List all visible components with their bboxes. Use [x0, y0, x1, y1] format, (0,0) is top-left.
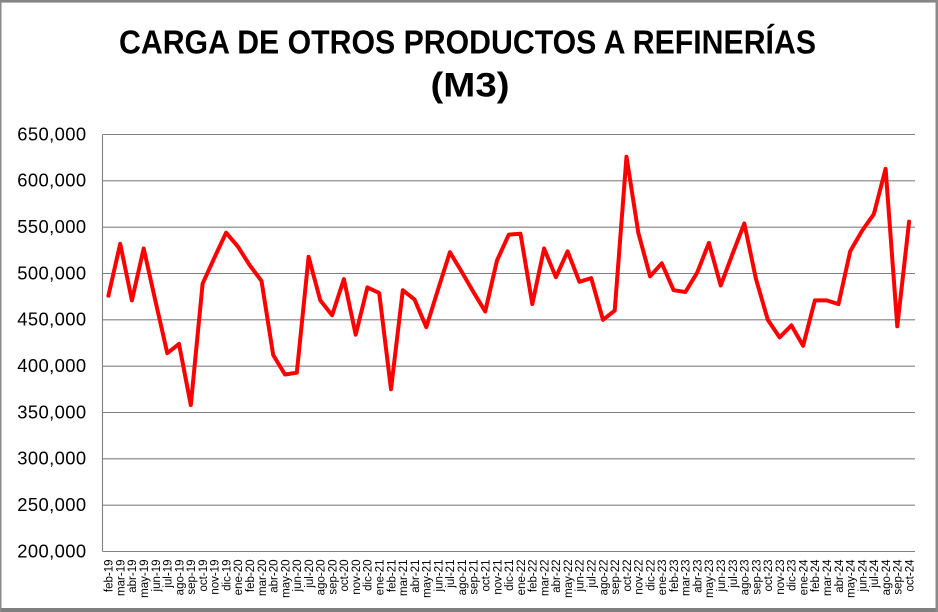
svg-text:ago-21: ago-21	[457, 560, 469, 596]
svg-text:CARGA DE OTROS PRODUCTOS A REF: CARGA DE OTROS PRODUCTOS A REFINERÍAS	[119, 24, 816, 61]
svg-text:jun-21: jun-21	[433, 560, 445, 593]
svg-text:feb-24: feb-24	[810, 559, 822, 592]
svg-text:may-20: may-20	[280, 560, 292, 598]
svg-text:jun-23: jun-23	[716, 560, 728, 593]
svg-text:sep-19: sep-19	[186, 560, 198, 595]
svg-text:nov-21: nov-21	[492, 560, 504, 595]
svg-text:sep-22: sep-22	[610, 560, 622, 595]
svg-text:(M3): (M3)	[431, 67, 510, 105]
svg-text:ene-24: ene-24	[798, 559, 810, 595]
svg-text:abr-24: abr-24	[834, 559, 846, 593]
svg-text:may-22: may-22	[563, 560, 575, 598]
svg-text:mar-21: mar-21	[398, 560, 410, 596]
svg-text:dic-22: dic-22	[645, 560, 657, 591]
svg-text:200,000: 200,000	[17, 540, 86, 561]
svg-text:oct-19: oct-19	[198, 560, 210, 592]
svg-text:dic-21: dic-21	[504, 560, 516, 591]
svg-text:ago-23: ago-23	[740, 560, 752, 596]
svg-text:oct-22: oct-22	[622, 560, 634, 592]
svg-text:ene-21: ene-21	[375, 560, 387, 596]
svg-text:250,000: 250,000	[17, 494, 86, 515]
svg-text:nov-22: nov-22	[634, 560, 646, 595]
svg-text:jul-22: jul-22	[587, 560, 599, 589]
svg-text:mar-19: mar-19	[116, 560, 128, 596]
svg-text:ago-19: ago-19	[174, 560, 186, 596]
svg-text:ene-20: ene-20	[233, 560, 245, 596]
svg-text:oct-23: oct-23	[763, 560, 775, 592]
svg-text:sep-23: sep-23	[751, 560, 763, 595]
svg-text:450,000: 450,000	[17, 309, 86, 330]
svg-text:may-21: may-21	[422, 560, 434, 598]
svg-text:300,000: 300,000	[17, 448, 86, 469]
svg-text:jun-24: jun-24	[857, 559, 869, 593]
svg-text:sep-21: sep-21	[469, 560, 481, 595]
svg-text:mar-20: mar-20	[257, 560, 269, 596]
svg-text:650,000: 650,000	[17, 123, 86, 144]
svg-text:feb-22: feb-22	[528, 560, 540, 593]
svg-text:jun-22: jun-22	[575, 560, 587, 593]
svg-text:jul-23: jul-23	[728, 560, 740, 589]
svg-text:ago-20: ago-20	[316, 560, 328, 596]
svg-text:abr-21: abr-21	[410, 560, 422, 593]
svg-text:jul-19: jul-19	[163, 560, 175, 589]
svg-text:400,000: 400,000	[17, 355, 86, 376]
svg-text:abr-22: abr-22	[551, 560, 563, 593]
svg-text:jun-20: jun-20	[292, 560, 304, 593]
svg-text:oct-20: oct-20	[339, 560, 351, 592]
svg-text:jul-20: jul-20	[304, 560, 316, 589]
svg-text:may-19: may-19	[139, 560, 151, 598]
svg-text:sep-24: sep-24	[893, 559, 905, 595]
svg-text:jul-21: jul-21	[445, 560, 457, 589]
svg-text:jun-19: jun-19	[151, 560, 163, 593]
svg-text:abr-20: abr-20	[269, 560, 281, 593]
svg-text:oct-24: oct-24	[904, 559, 916, 592]
svg-text:nov-23: nov-23	[775, 560, 787, 595]
svg-text:mar-22: mar-22	[539, 560, 551, 596]
svg-text:abr-19: abr-19	[127, 560, 139, 593]
svg-text:jul-24: jul-24	[869, 559, 881, 589]
svg-text:dic-20: dic-20	[363, 560, 375, 591]
svg-text:ago-24: ago-24	[881, 559, 893, 595]
svg-text:feb-23: feb-23	[669, 560, 681, 593]
svg-text:550,000: 550,000	[17, 216, 86, 237]
svg-text:nov-19: nov-19	[210, 560, 222, 595]
svg-text:dic-19: dic-19	[221, 560, 233, 591]
svg-text:nov-20: nov-20	[351, 560, 363, 595]
svg-text:ene-22: ene-22	[516, 560, 528, 596]
svg-text:ago-22: ago-22	[598, 560, 610, 596]
svg-text:oct-21: oct-21	[481, 560, 493, 592]
svg-text:350,000: 350,000	[17, 401, 86, 422]
svg-text:600,000: 600,000	[17, 170, 86, 191]
svg-text:mar-24: mar-24	[822, 559, 834, 596]
svg-text:500,000: 500,000	[17, 262, 86, 283]
svg-text:dic-23: dic-23	[787, 560, 799, 591]
svg-text:feb-20: feb-20	[245, 560, 257, 593]
svg-text:may-24: may-24	[846, 559, 858, 598]
svg-text:feb-19: feb-19	[104, 560, 116, 593]
svg-text:may-23: may-23	[704, 560, 716, 598]
svg-text:feb-21: feb-21	[386, 560, 398, 593]
svg-text:ene-23: ene-23	[657, 560, 669, 596]
svg-text:mar-23: mar-23	[681, 560, 693, 596]
svg-text:abr-23: abr-23	[693, 560, 705, 593]
svg-text:sep-20: sep-20	[327, 560, 339, 595]
